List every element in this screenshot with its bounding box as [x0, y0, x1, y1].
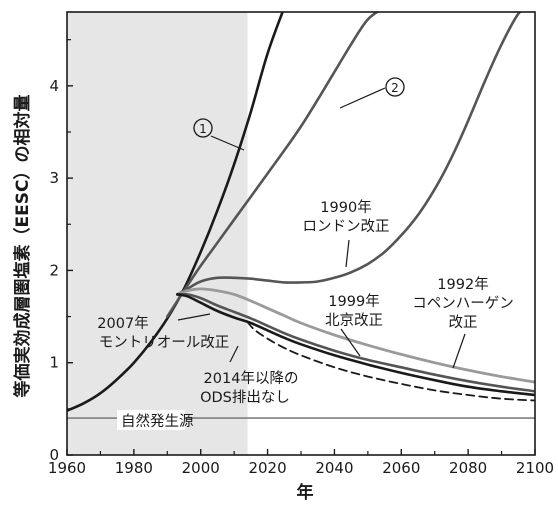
x-tick-label: 1980 [115, 459, 153, 477]
series-line-montreal-2007 [176, 293, 535, 397]
series-line-beijing-1999 [176, 292, 535, 393]
annotation-london-year: 1990年 [320, 199, 371, 216]
annotation-leader-line [345, 239, 350, 268]
annotation-leader-line [340, 328, 361, 357]
y-axis-title: 等価実効成層圏塩素（EESC）の相対量 [12, 95, 33, 398]
annotation-leader-line [210, 135, 245, 151]
annotation-circle-1: 1 [199, 122, 207, 136]
observed-period-shade [67, 12, 248, 455]
y-tick-label: 3 [49, 169, 59, 187]
annotation-montreal-name: モントリオール改正 [99, 334, 230, 351]
circle-2-ring [385, 77, 405, 97]
x-tick-label: 1960 [48, 459, 86, 477]
annotation-leader-line [452, 333, 466, 369]
annotation-leader-line [229, 345, 239, 363]
annotation-ods-line1: 2014年以降の [204, 370, 299, 387]
annotation-leader-line [339, 87, 386, 109]
annotation-beijing-name: 北京改正 [325, 312, 383, 329]
x-tick-label: 2060 [382, 459, 420, 477]
x-tick-label: 2100 [516, 459, 554, 477]
y-tick-label: 0 [49, 446, 59, 464]
series-line-scenario-2 [166, 12, 380, 318]
y-axis: 0 1 2 3 4 [49, 39, 73, 464]
circle-1-ring [193, 118, 213, 138]
x-tick-label: 2040 [315, 459, 353, 477]
series-line-copenhagen-1992 [175, 287, 535, 384]
series-line-no-ods-after-2014 [246, 321, 535, 402]
annotation-ods-line2: ODS排出なし [200, 389, 290, 406]
annotation-london-name: ロンドン改正 [303, 218, 390, 235]
y-tick-label: 4 [49, 77, 59, 95]
y-tick-label: 2 [49, 261, 59, 279]
y-tick-label: 1 [49, 354, 59, 372]
annotation-copenhagen-suffix: 改正 [449, 314, 478, 331]
x-tick-label: 2080 [449, 459, 487, 477]
annotation-beijing-year: 1999年 [328, 293, 379, 310]
x-tick-label: 2020 [248, 459, 286, 477]
baseline-label: 自然発生源 [121, 413, 194, 430]
annotation-leaders [177, 87, 466, 369]
x-axis-title: 年 [297, 482, 314, 503]
annotation-copenhagen-year: 1992年 [437, 276, 488, 293]
x-tick-label: 2000 [182, 459, 220, 477]
baseline-label-bg [117, 410, 185, 430]
x-axis: 1960 1980 2000 2020 2040 2060 2080 2100 [48, 449, 554, 477]
annotation-leader-line [177, 313, 211, 321]
annotation-copenhagen-name: コペンハーゲン [412, 295, 514, 312]
series-group [67, 12, 535, 412]
annotation-montreal-year: 2007年 [97, 315, 148, 332]
annotation-circle-2: 2 [391, 81, 399, 95]
series-line-london-1990 [176, 12, 522, 296]
